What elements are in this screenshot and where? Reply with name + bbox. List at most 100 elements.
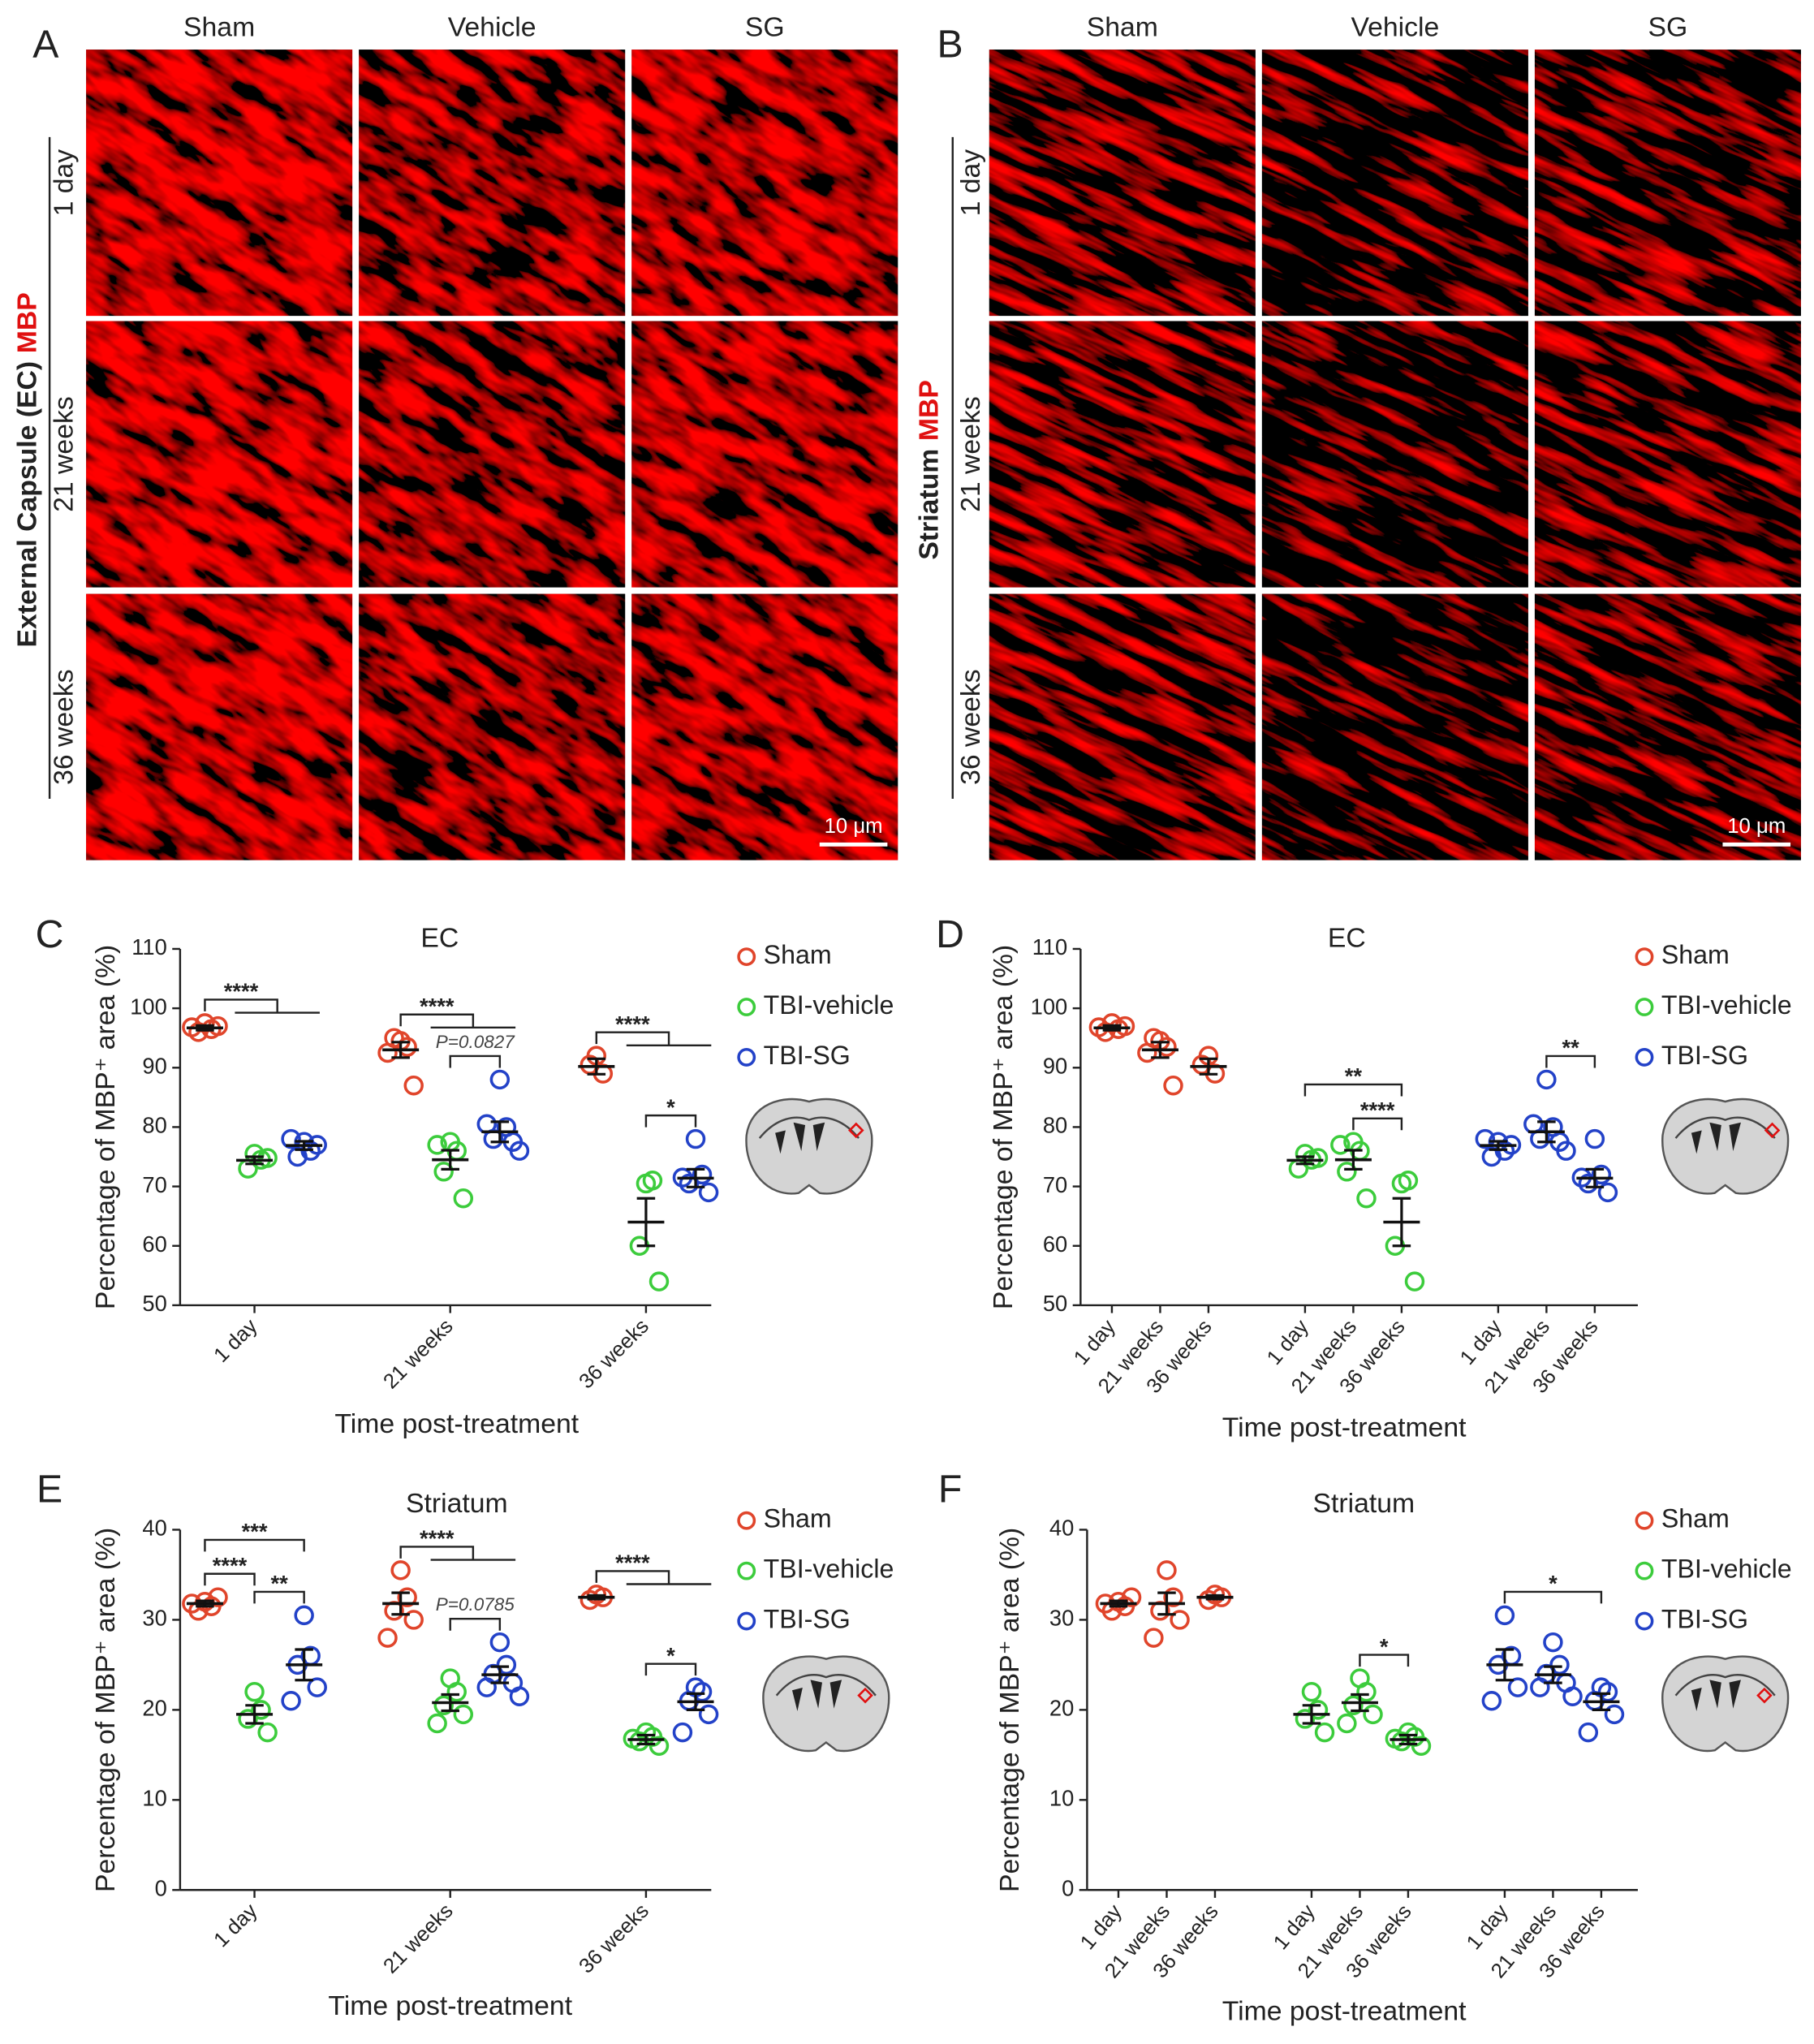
micrograph <box>631 321 898 588</box>
corpus-callosum <box>1674 1116 1776 1139</box>
data-point <box>1411 1736 1432 1756</box>
data-point <box>1337 1713 1357 1734</box>
column-header: Vehicle <box>448 11 536 42</box>
data-point <box>427 1135 447 1155</box>
data-point <box>257 1722 278 1743</box>
data-point <box>1356 1188 1377 1209</box>
micrograph-texture <box>1534 50 1801 317</box>
chart-title: Striatum <box>406 1488 508 1519</box>
region-name: External Capsule (EC) <box>11 361 42 648</box>
significance-label: *** <box>242 1519 268 1544</box>
data-point <box>1530 1677 1550 1697</box>
data-point <box>1121 1587 1142 1607</box>
data-point <box>287 1146 308 1167</box>
data-point <box>397 1037 417 1057</box>
y-tick-label: 10 <box>1049 1786 1074 1811</box>
x-axis-title: Time post-treatment <box>328 1990 572 2021</box>
data-point <box>446 1681 467 1702</box>
data-point <box>1157 1560 1177 1580</box>
stain-name: MBP <box>11 292 42 353</box>
micrograph <box>86 50 353 317</box>
region-name: Striatum <box>913 449 944 560</box>
significance-bracket <box>644 1114 697 1128</box>
micrograph <box>631 50 898 317</box>
significance-label: * <box>666 1643 675 1668</box>
panel-label: F <box>938 1468 962 1511</box>
region-marker <box>857 1687 873 1704</box>
data-point <box>1481 1146 1502 1167</box>
significance-label: **** <box>615 1550 650 1576</box>
micrograph-texture <box>989 50 1256 317</box>
data-point <box>1578 1173 1599 1194</box>
brain-outline <box>745 1097 873 1195</box>
data-point <box>1301 1681 1322 1702</box>
data-point <box>1543 1632 1563 1653</box>
data-point <box>244 1681 265 1702</box>
data-point <box>307 1677 327 1697</box>
data-point <box>1536 1069 1557 1090</box>
corpus-callosum <box>775 1674 877 1697</box>
y-tick-label: 50 <box>142 1291 166 1316</box>
significance-label: * <box>1380 1634 1389 1659</box>
data-point <box>1507 1677 1528 1697</box>
significance-label: **** <box>1360 1097 1395 1123</box>
significance-label: ** <box>1345 1063 1363 1089</box>
micrograph <box>1534 50 1801 317</box>
brain-icon <box>745 1097 873 1195</box>
legend-marker <box>1635 947 1654 967</box>
micrograph-texture <box>86 321 353 588</box>
data-point <box>397 1587 417 1607</box>
corpus-callosum <box>758 1116 860 1139</box>
micrograph-texture <box>1261 593 1528 860</box>
column-header: SG <box>1648 11 1688 42</box>
legend-label: TBI-vehicle <box>1661 990 1792 1020</box>
y-tick-label: 10 <box>142 1786 166 1811</box>
significance-bracket <box>595 1031 712 1046</box>
micrograph-texture <box>631 321 898 588</box>
legend-marker <box>737 998 756 1016</box>
data-point <box>1356 1681 1377 1702</box>
data-point <box>208 1587 228 1607</box>
y-tick-label: 20 <box>142 1696 166 1721</box>
y-axis-title: Percentage of MBP⁺ area (%) <box>90 1528 121 1892</box>
significance-bracket <box>204 1572 256 1586</box>
micrograph-texture <box>989 593 1256 860</box>
micrograph-texture <box>631 593 898 860</box>
chart-title: EC <box>1328 923 1366 954</box>
data-point <box>238 1709 258 1729</box>
legend-marker <box>737 1561 756 1580</box>
scale-bar-label: 10 μm <box>1727 815 1786 838</box>
data-point <box>433 1162 454 1182</box>
y-axis-title: Percentage of MBP⁺ area (%) <box>90 945 121 1309</box>
significance-label: * <box>666 1094 675 1119</box>
significance-bracket <box>644 1662 697 1676</box>
brain-outline <box>1661 1655 1790 1753</box>
data-point <box>1314 1722 1335 1743</box>
data-point <box>1591 1164 1612 1185</box>
x-tick-label: 1 day <box>209 1900 261 1951</box>
ventricle <box>792 1680 842 1711</box>
x-axis-title: Time post-treatment <box>334 1408 579 1439</box>
brain-icon <box>762 1655 890 1753</box>
micrograph <box>359 50 626 317</box>
y-tick-label: 90 <box>1043 1053 1067 1078</box>
significance-label: **** <box>213 1553 248 1578</box>
significance-label: * <box>1549 1571 1558 1596</box>
y-tick-label: 70 <box>142 1172 166 1197</box>
significance-label: P=0.0827 <box>436 1032 515 1052</box>
legend-marker <box>737 1047 756 1067</box>
row-label: 21 weeks <box>48 396 79 512</box>
legend-label: TBI-vehicle <box>764 990 894 1020</box>
brain-icon <box>1661 1655 1790 1753</box>
data-point <box>489 1069 511 1090</box>
significance-bracket <box>595 1570 712 1585</box>
micrograph-texture <box>631 50 898 317</box>
data-point <box>489 1632 511 1653</box>
stain-name: MBP <box>913 380 944 441</box>
data-point <box>476 1677 497 1697</box>
legend-label: Sham <box>1661 1504 1730 1533</box>
y-tick-label: 60 <box>142 1231 166 1257</box>
ventricle <box>1691 1122 1741 1154</box>
micrograph <box>631 593 898 860</box>
x-tick-label: 1 day <box>209 1315 261 1367</box>
